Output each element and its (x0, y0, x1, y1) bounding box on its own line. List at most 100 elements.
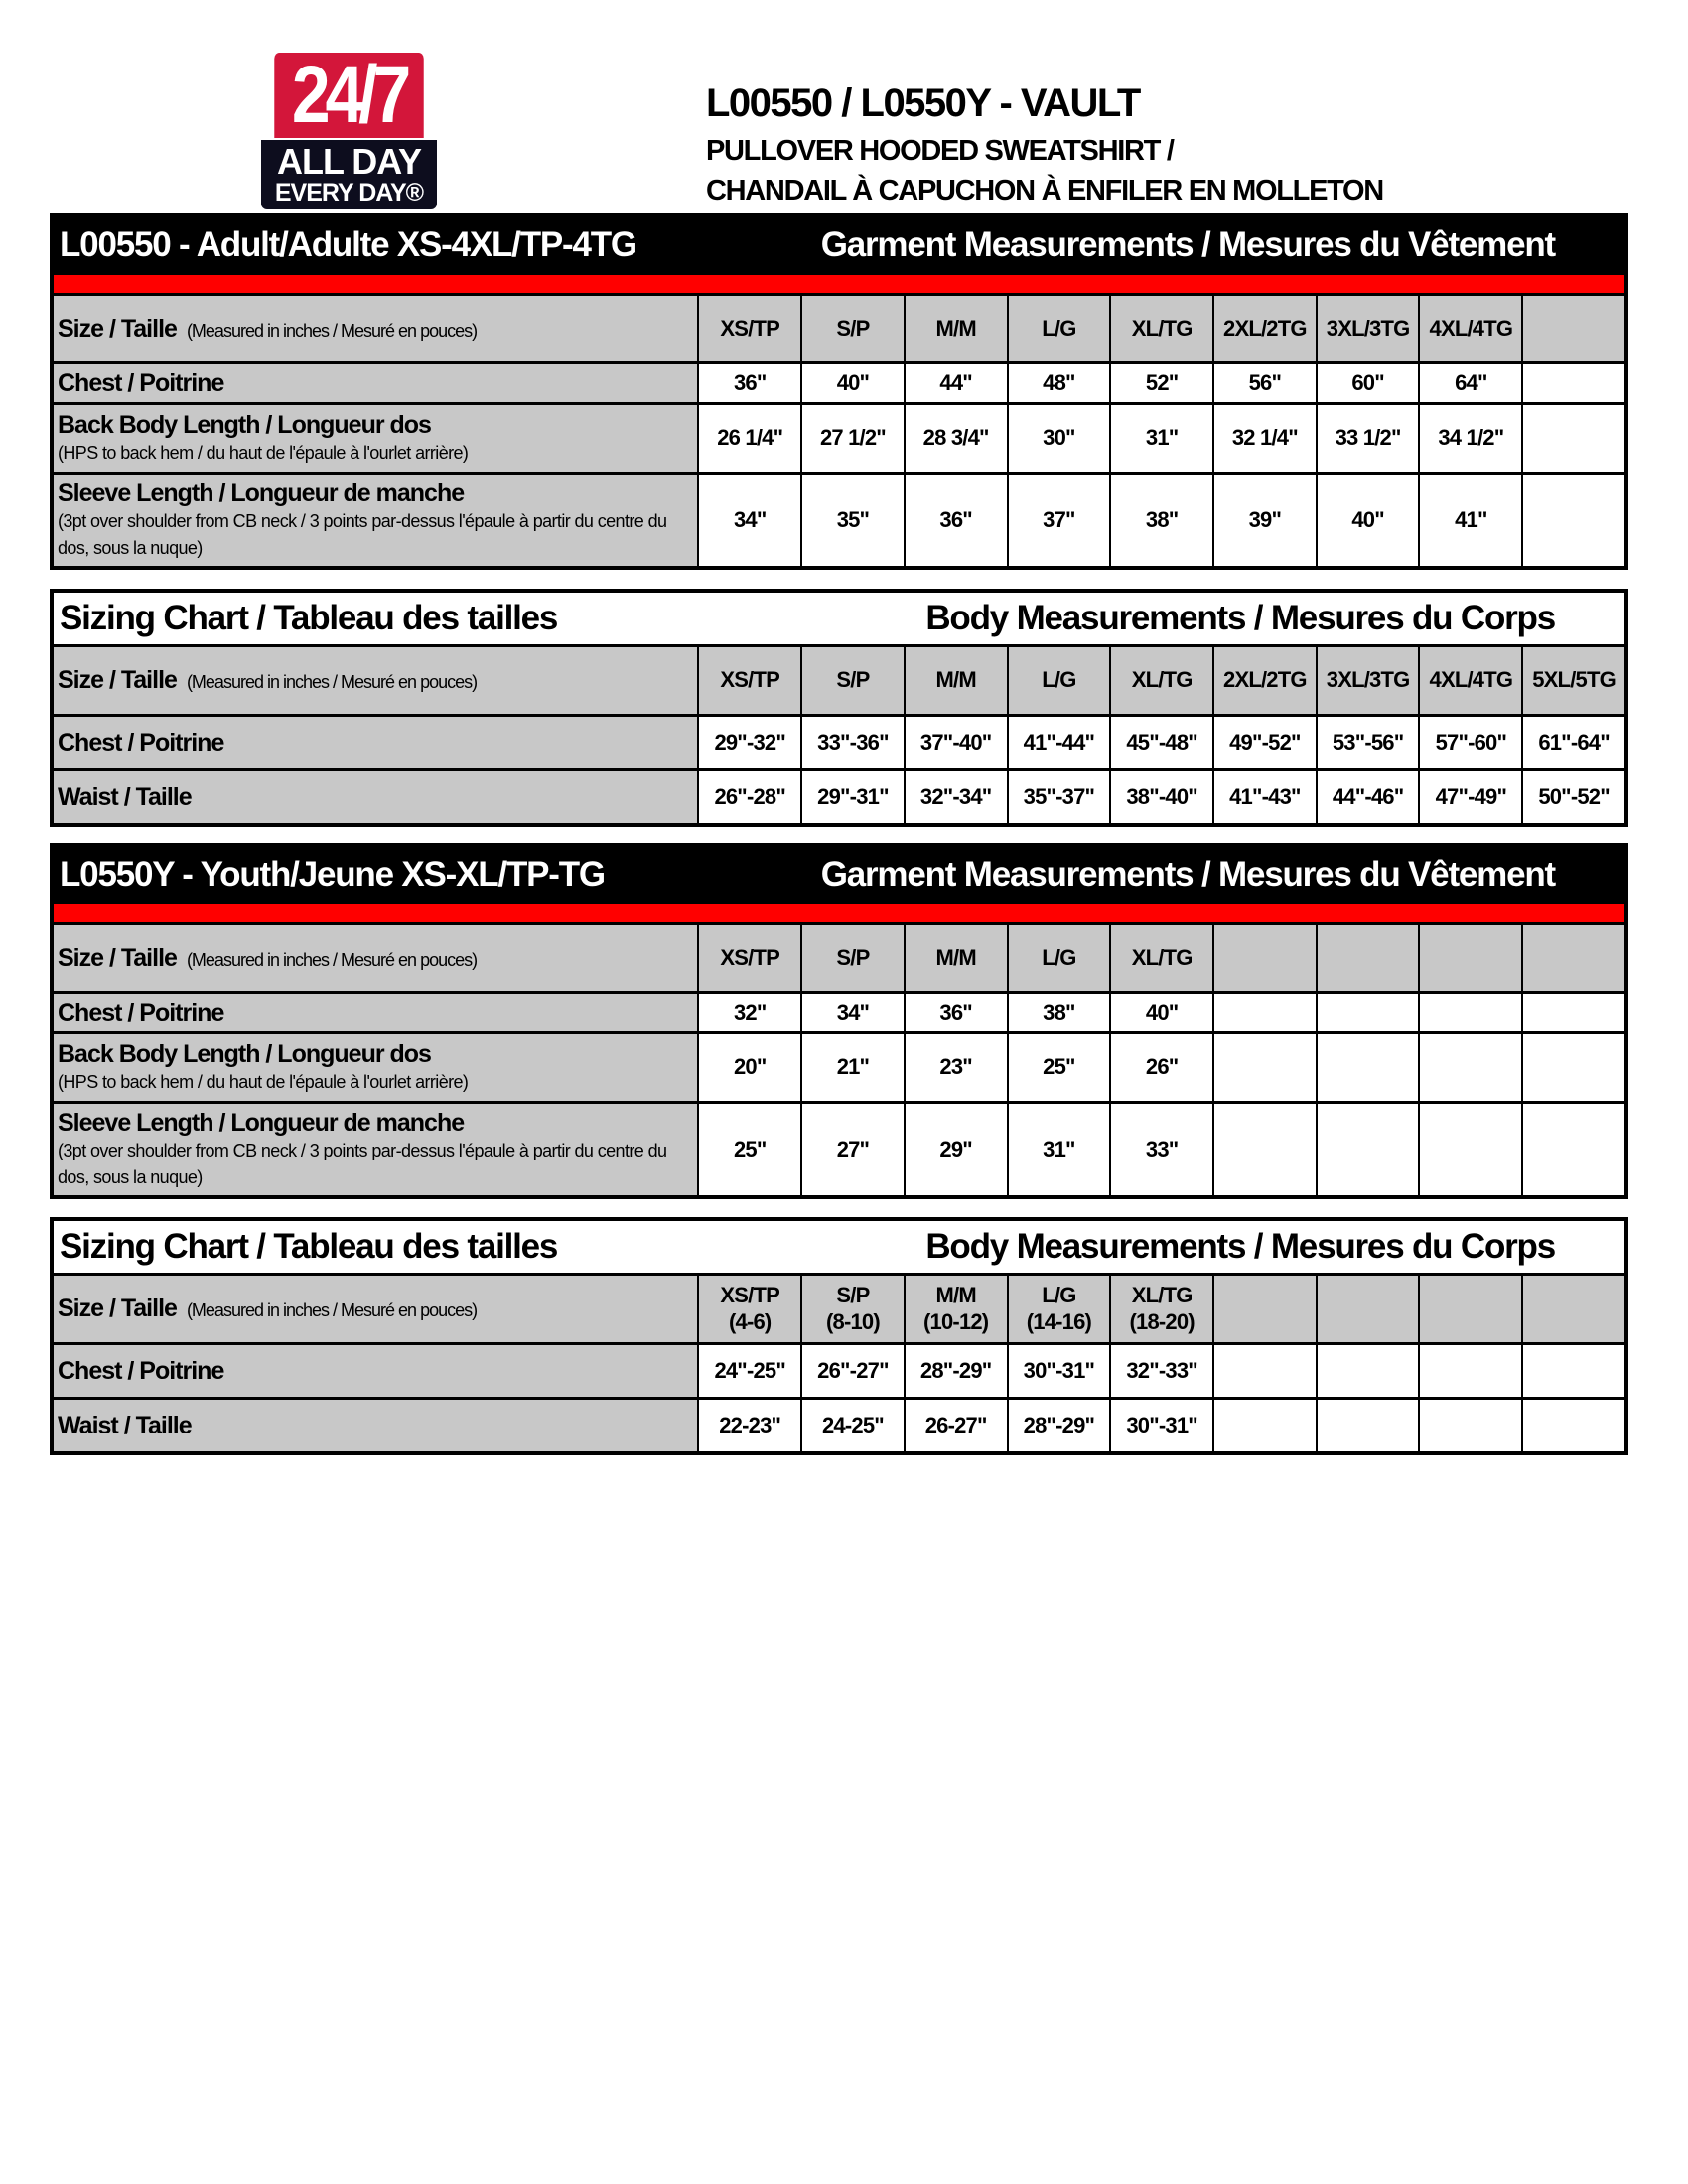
size-name: 3XL/3TG (1326, 667, 1410, 693)
measurement-value: 22-23" (697, 1400, 801, 1451)
measurement-value: 44" (903, 364, 1007, 402)
measurement-value: 34" (800, 994, 904, 1031)
measurement-value (1212, 1034, 1316, 1101)
measurement-row: Waist / Taille 22-23" 24-25" 26-27" 28"-29" 3… (54, 1397, 1624, 1451)
measurement-value: 31" (1006, 1104, 1110, 1195)
size-name: 4XL/4TG (1429, 315, 1513, 341)
measurement-label-cell: Back Body Length / Longueur dos (HPS to b… (54, 405, 698, 472)
measurement-label: Chest / Poitrine (58, 1356, 224, 1385)
measurement-row: Sleeve Length / Longueur de manche (3pt o… (54, 1101, 1624, 1195)
measurement-value: 25" (697, 1104, 801, 1195)
measurement-note: (HPS to back hem / du haut de l'épaule à… (58, 442, 469, 463)
table-title-left: Sizing Chart / Tableau des tailles (60, 599, 558, 637)
measurement-value: 57"-60" (1418, 717, 1522, 768)
measurement-value: 41" (1418, 475, 1522, 566)
measurement-value: 40" (1109, 994, 1213, 1031)
measurement-value (1418, 1345, 1522, 1397)
subtitle-french: CHANDAIL À CAPUCHON À ENFILER EN MOLLETO… (706, 175, 1384, 206)
size-column-header: 3XL/3TG (1315, 296, 1419, 361)
measurement-value: 26 1/4" (697, 405, 801, 472)
size-header-row: Size / Taille (Measured in inches / Mesur… (54, 922, 1624, 991)
table-title-right: Garment Measurements / Mesures du Vêteme… (820, 224, 1557, 264)
measurement-value: 23" (903, 1034, 1007, 1101)
measurement-value: 35" (800, 475, 904, 566)
table-title-right: Body Measurements / Mesures du Corps (925, 1227, 1556, 1266)
measurement-label-cell: Back Body Length / Longueur dos (HPS to b… (54, 1034, 698, 1101)
size-column-header: XS/TP (4-6) (697, 1276, 801, 1342)
measurement-value (1521, 1400, 1624, 1451)
measurement-value (1418, 1104, 1522, 1195)
measurement-row: Chest / Poitrine 29"-32" 33"-36" 37"-40" 41"… (54, 714, 1624, 768)
size-column-header: 4XL/4TG (1418, 647, 1522, 714)
size-column-header: L/G (14-16) (1006, 1276, 1110, 1342)
measurement-value: 32"-34" (903, 771, 1007, 823)
measurement-label: Sleeve Length / Longueur de manche (58, 1108, 465, 1137)
measurement-value (1315, 1034, 1419, 1101)
size-label: Size / Taille (Measured in inches / Mesur… (58, 666, 697, 695)
garment-measurements-table: L00550 - Adult/Adulte XS-4XL/TP-4TG Garme… (50, 213, 1628, 570)
size-label-text: Size / Taille (58, 314, 178, 342)
measurement-value: 36" (697, 364, 801, 402)
brand-logo: 24/7 ALL DAY EVERY DAY® (261, 53, 437, 209)
measurement-value: 29"-32" (697, 717, 801, 768)
size-age-range: (8-10) (826, 1308, 881, 1334)
measurement-value: 36" (903, 475, 1007, 566)
red-accent-band (54, 272, 1624, 293)
measurement-value: 30"-31" (1109, 1400, 1213, 1451)
measurement-label-cell: Chest / Poitrine (54, 1345, 698, 1397)
measurement-value (1315, 994, 1419, 1031)
size-name: L/G (1042, 944, 1076, 970)
garment-measurements-table: L0550Y - Youth/Jeune XS-XL/TP-TG Garment … (50, 843, 1628, 1199)
measurement-value: 35"-37" (1006, 771, 1110, 823)
size-column-header: M/M (903, 647, 1007, 714)
measurement-value: 33" (1109, 1104, 1213, 1195)
measurement-value: 52" (1109, 364, 1213, 402)
size-column-header: L/G (1006, 647, 1110, 714)
measurement-value (1212, 1345, 1316, 1397)
size-name: L/G (1042, 667, 1076, 693)
size-column-header: 3XL/3TG (1315, 647, 1419, 714)
table-title-bar: L0550Y - Youth/Jeune XS-XL/TP-TG Garment … (54, 847, 1624, 901)
measurement-value: 32 1/4" (1212, 405, 1316, 472)
measurement-value: 33"-36" (800, 717, 904, 768)
size-column-header: 2XL/2TG (1212, 296, 1316, 361)
measurement-value: 27 1/2" (800, 405, 904, 472)
size-name: S/P (836, 667, 870, 693)
measurement-label: Waist / Taille (58, 782, 193, 811)
measurement-value: 28"-29" (1006, 1400, 1110, 1451)
measurement-row: Back Body Length / Longueur dos (HPS to b… (54, 402, 1624, 472)
size-column-header: S/P (800, 647, 904, 714)
measurement-value: 20" (697, 1034, 801, 1101)
size-column-header (1315, 925, 1419, 991)
size-label-text: Size / Taille (58, 943, 178, 972)
measurement-label-cell: Sleeve Length / Longueur de manche (3pt o… (54, 475, 698, 566)
measurement-value (1418, 1034, 1522, 1101)
size-name: XL/TG (1131, 944, 1194, 970)
size-column-header: S/P (8-10) (800, 1276, 904, 1342)
measurement-value: 26"-28" (697, 771, 801, 823)
measurement-value: 40" (800, 364, 904, 402)
measurement-value: 26-27" (903, 1400, 1007, 1451)
measurement-value (1315, 1345, 1419, 1397)
size-age-range: (18-20) (1129, 1308, 1195, 1334)
measurement-label: Chest / Poitrine (58, 368, 224, 397)
measurement-value: 37"-40" (903, 717, 1007, 768)
size-column-header: 4XL/4TG (1418, 296, 1522, 361)
size-name: 3XL/3TG (1326, 315, 1410, 341)
size-name: XS/TP (720, 944, 779, 970)
size-note: (Measured in inches / Mesuré en pouces) (186, 1300, 478, 1320)
measurement-value: 32" (697, 994, 801, 1031)
measurement-value: 30" (1006, 405, 1110, 472)
measurement-note: (3pt over shoulder from CB neck / 3 poin… (58, 1140, 667, 1187)
document-title: L00550 / L0550Y - VAULT (706, 81, 1141, 125)
measurement-value (1418, 1400, 1522, 1451)
size-label-cell: Size / Taille (Measured in inches / Mesur… (54, 296, 698, 361)
size-column-header: XL/TG (1109, 647, 1213, 714)
measurement-value: 56" (1212, 364, 1316, 402)
measurement-value: 38" (1006, 994, 1110, 1031)
size-note: (Measured in inches / Mesuré en pouces) (186, 949, 478, 970)
measurement-value (1521, 364, 1624, 402)
measurement-label: Back Body Length / Longueur dos (58, 1039, 432, 1068)
measurement-value: 61"-64" (1521, 717, 1624, 768)
measurement-row: Waist / Taille 26"-28" 29"-31" 32"-34" 35"-3… (54, 768, 1624, 823)
